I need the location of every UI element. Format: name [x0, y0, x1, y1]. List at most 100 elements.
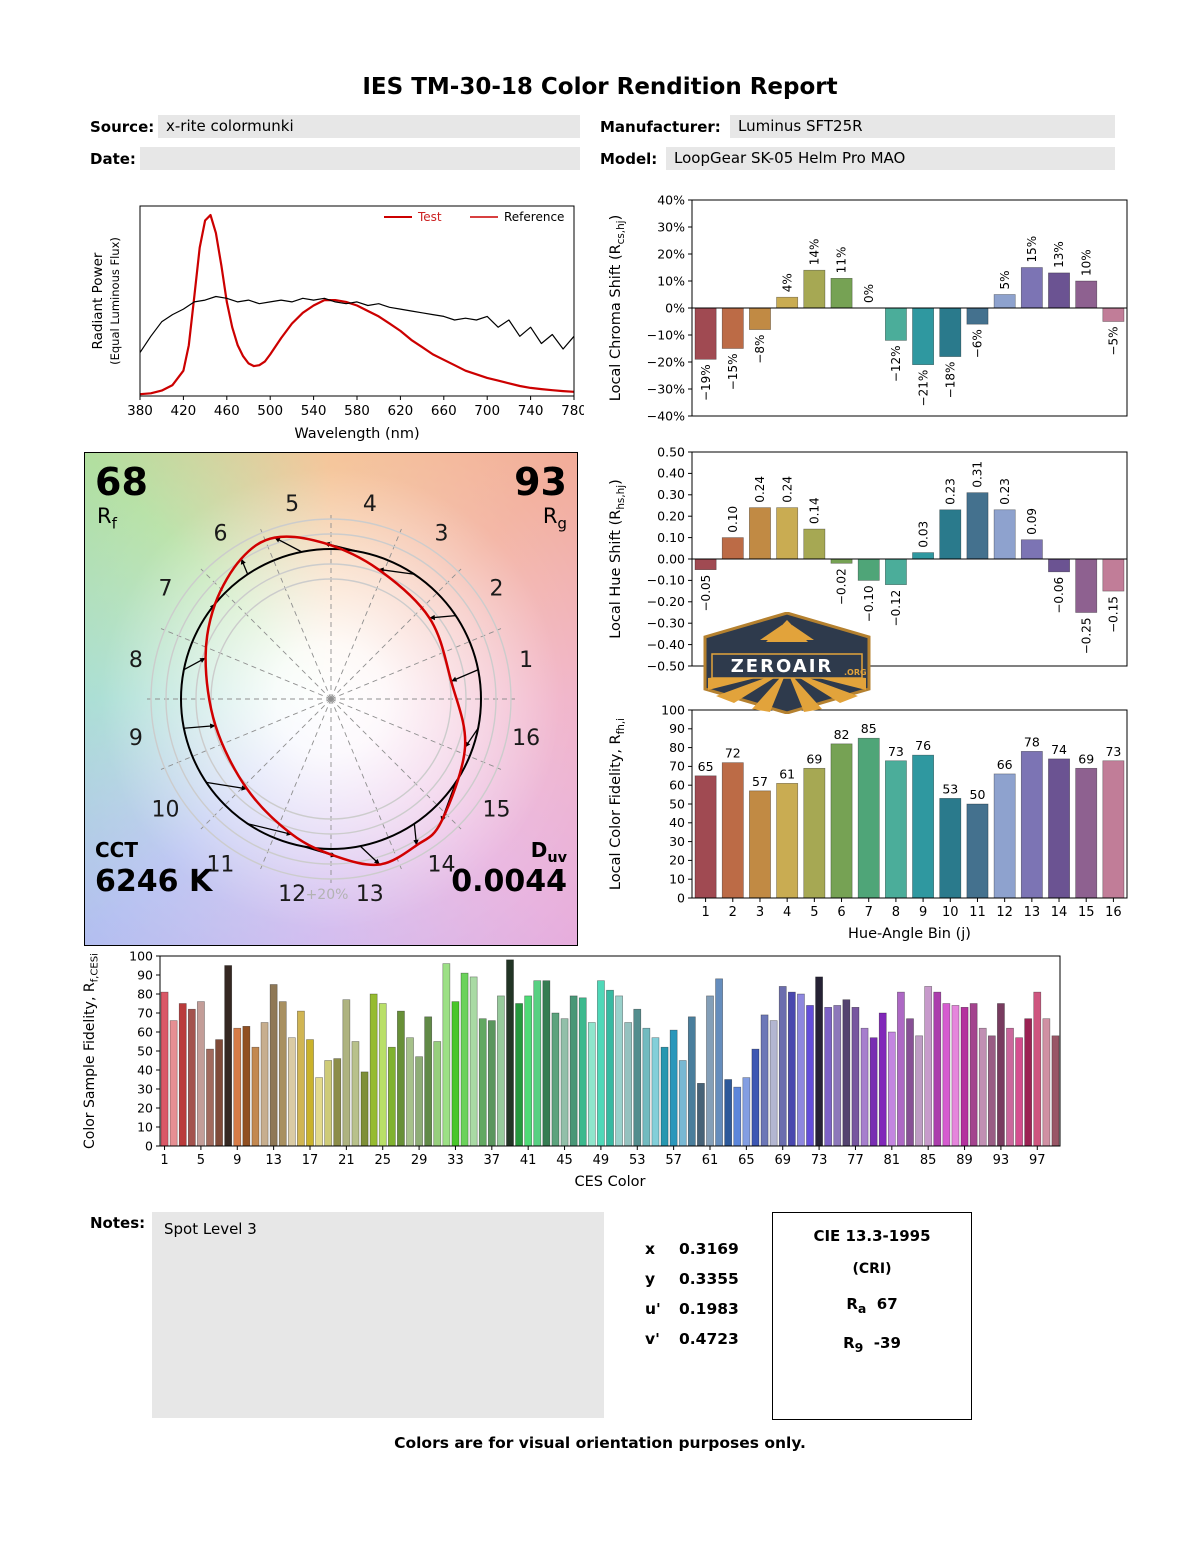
svg-text:9: 9 [233, 1153, 241, 1168]
svg-text:0%: 0% [665, 300, 685, 315]
svg-text:2: 2 [729, 905, 737, 920]
svg-text:20%: 20% [657, 246, 685, 261]
svg-text:30: 30 [669, 834, 685, 849]
svg-text:14: 14 [1051, 905, 1068, 920]
notes-label: Notes: [90, 1214, 146, 1232]
chromaticity-x-row: x 0.3169 [645, 1240, 739, 1258]
svg-text:−20%: −20% [647, 354, 685, 369]
svg-text:460: 460 [214, 403, 240, 419]
svg-text:4%: 4% [780, 273, 794, 292]
svg-text:21: 21 [338, 1153, 355, 1168]
svg-text:57: 57 [752, 774, 768, 789]
svg-text:13: 13 [265, 1153, 282, 1168]
spd-chart: 380 420 460 500 540 580 620 660 700 740 780 Wavelen… [72, 190, 587, 446]
svg-text:420: 420 [171, 403, 197, 419]
svg-text:0: 0 [145, 1138, 153, 1153]
local-hue-shift-chart: −0.50 −0.40 −0.30 −0.20 −0.10 0.00 0.10 0.20 0.3… [600, 442, 1135, 678]
source-label: Source: [90, 118, 155, 136]
svg-text:Hue-Angle Bin (j): Hue-Angle Bin (j) [848, 926, 971, 942]
svg-text:0.10: 0.10 [726, 506, 740, 533]
svg-text:−10%: −10% [647, 327, 685, 342]
svg-text:25: 25 [374, 1153, 391, 1168]
svg-text:17: 17 [302, 1153, 319, 1168]
model-value: LoopGear SK-05 Helm Pro MAO [674, 149, 906, 167]
svg-text:93: 93 [514, 460, 567, 504]
chromaticity-y-row: y 0.3355 [645, 1270, 739, 1288]
svg-text:660: 660 [431, 403, 457, 419]
svg-text:73: 73 [888, 744, 904, 759]
svg-text:0.40: 0.40 [657, 466, 685, 481]
svg-text:3: 3 [756, 905, 764, 920]
svg-text:16: 16 [1105, 905, 1122, 920]
svg-text:Rg: Rg [543, 504, 567, 533]
svg-text:11: 11 [969, 905, 986, 920]
svg-text:50: 50 [669, 796, 685, 811]
svg-text:620: 620 [388, 403, 414, 419]
svg-text:80: 80 [669, 740, 685, 755]
ces-fidelity-chart: 0 10 20 30 40 50 60 70 80 90 100 1 5 9 13 17 21 25 29 33 37 4… [70, 946, 1085, 1200]
svg-text:0.24: 0.24 [780, 476, 794, 503]
svg-text:580: 580 [344, 403, 370, 419]
svg-text:0.00: 0.00 [657, 551, 685, 566]
svg-text:13: 13 [1024, 905, 1041, 920]
svg-text:−0.12: −0.12 [889, 590, 903, 627]
svg-text:13%: 13% [1052, 241, 1066, 268]
svg-text:10: 10 [137, 1119, 153, 1134]
svg-text:−15%: −15% [726, 354, 740, 391]
svg-text:61: 61 [779, 766, 795, 781]
svg-text:53: 53 [942, 781, 958, 796]
svg-text:700: 700 [474, 403, 500, 419]
svg-text:Test: Test [417, 210, 442, 224]
svg-text:65: 65 [738, 1153, 755, 1168]
svg-text:89: 89 [956, 1153, 973, 1168]
svg-text:14%: 14% [808, 239, 822, 266]
svg-text:60: 60 [669, 778, 685, 793]
logo-band [711, 653, 863, 679]
svg-text:73: 73 [811, 1153, 828, 1168]
svg-text:4: 4 [363, 492, 377, 517]
svg-text:380: 380 [127, 403, 153, 419]
cri-r9-row: R9 -39 [843, 1334, 901, 1355]
svg-text:70: 70 [669, 759, 685, 774]
svg-text:45: 45 [556, 1153, 573, 1168]
svg-text:0.09: 0.09 [1025, 508, 1039, 535]
model-label: Model: [600, 150, 658, 168]
zeroair-logo: ZEROAIR .ORG [696, 611, 878, 718]
svg-text:1: 1 [701, 905, 709, 920]
svg-text:90: 90 [669, 721, 685, 736]
svg-text:−0.20: −0.20 [647, 594, 685, 609]
svg-text:10: 10 [942, 905, 959, 920]
svg-text:−0.25: −0.25 [1079, 618, 1093, 655]
svg-text:49: 49 [593, 1153, 610, 1168]
svg-text:−0.06: −0.06 [1052, 577, 1066, 614]
svg-text:53: 53 [629, 1153, 646, 1168]
svg-text:81: 81 [884, 1153, 901, 1168]
svg-text:CES Color: CES Color [575, 1174, 646, 1190]
svg-text:0.23: 0.23 [998, 478, 1012, 505]
svg-text:85: 85 [920, 1153, 937, 1168]
svg-text:66: 66 [997, 757, 1013, 772]
page-title: IES TM-30-18 Color Rendition Report [362, 74, 838, 100]
svg-text:−19%: −19% [699, 364, 713, 401]
source-value-box: x-rite colormunki [158, 115, 580, 138]
svg-text:60: 60 [137, 1024, 153, 1039]
svg-text:8: 8 [892, 905, 900, 920]
svg-text:6: 6 [213, 522, 227, 547]
model-value-box: LoopGear SK-05 Helm Pro MAO [666, 147, 1115, 170]
svg-text:4: 4 [783, 905, 791, 920]
svg-text:−0.05: −0.05 [699, 575, 713, 612]
svg-text:7: 7 [865, 905, 873, 920]
cri-box: CIE 13.3-1995 (CRI) Ra 67 R9 -39 [772, 1212, 972, 1420]
svg-text:100: 100 [129, 948, 153, 963]
svg-text:29: 29 [411, 1153, 428, 1168]
svg-text:10%: 10% [1079, 249, 1093, 276]
logo-bird-icon [760, 620, 814, 642]
local-chroma-shift-chart: −40% −30% −20% −10% 0% 10% 20% 30% 40% −19% −15% −8… [600, 188, 1135, 434]
svg-text:−0.02: −0.02 [835, 568, 849, 605]
svg-text:6: 6 [837, 905, 845, 920]
svg-text:40: 40 [137, 1062, 153, 1077]
svg-text:−5%: −5% [1107, 327, 1121, 356]
svg-text:0.14: 0.14 [808, 497, 822, 524]
svg-text:12: 12 [278, 882, 306, 907]
svg-text:20: 20 [669, 853, 685, 868]
